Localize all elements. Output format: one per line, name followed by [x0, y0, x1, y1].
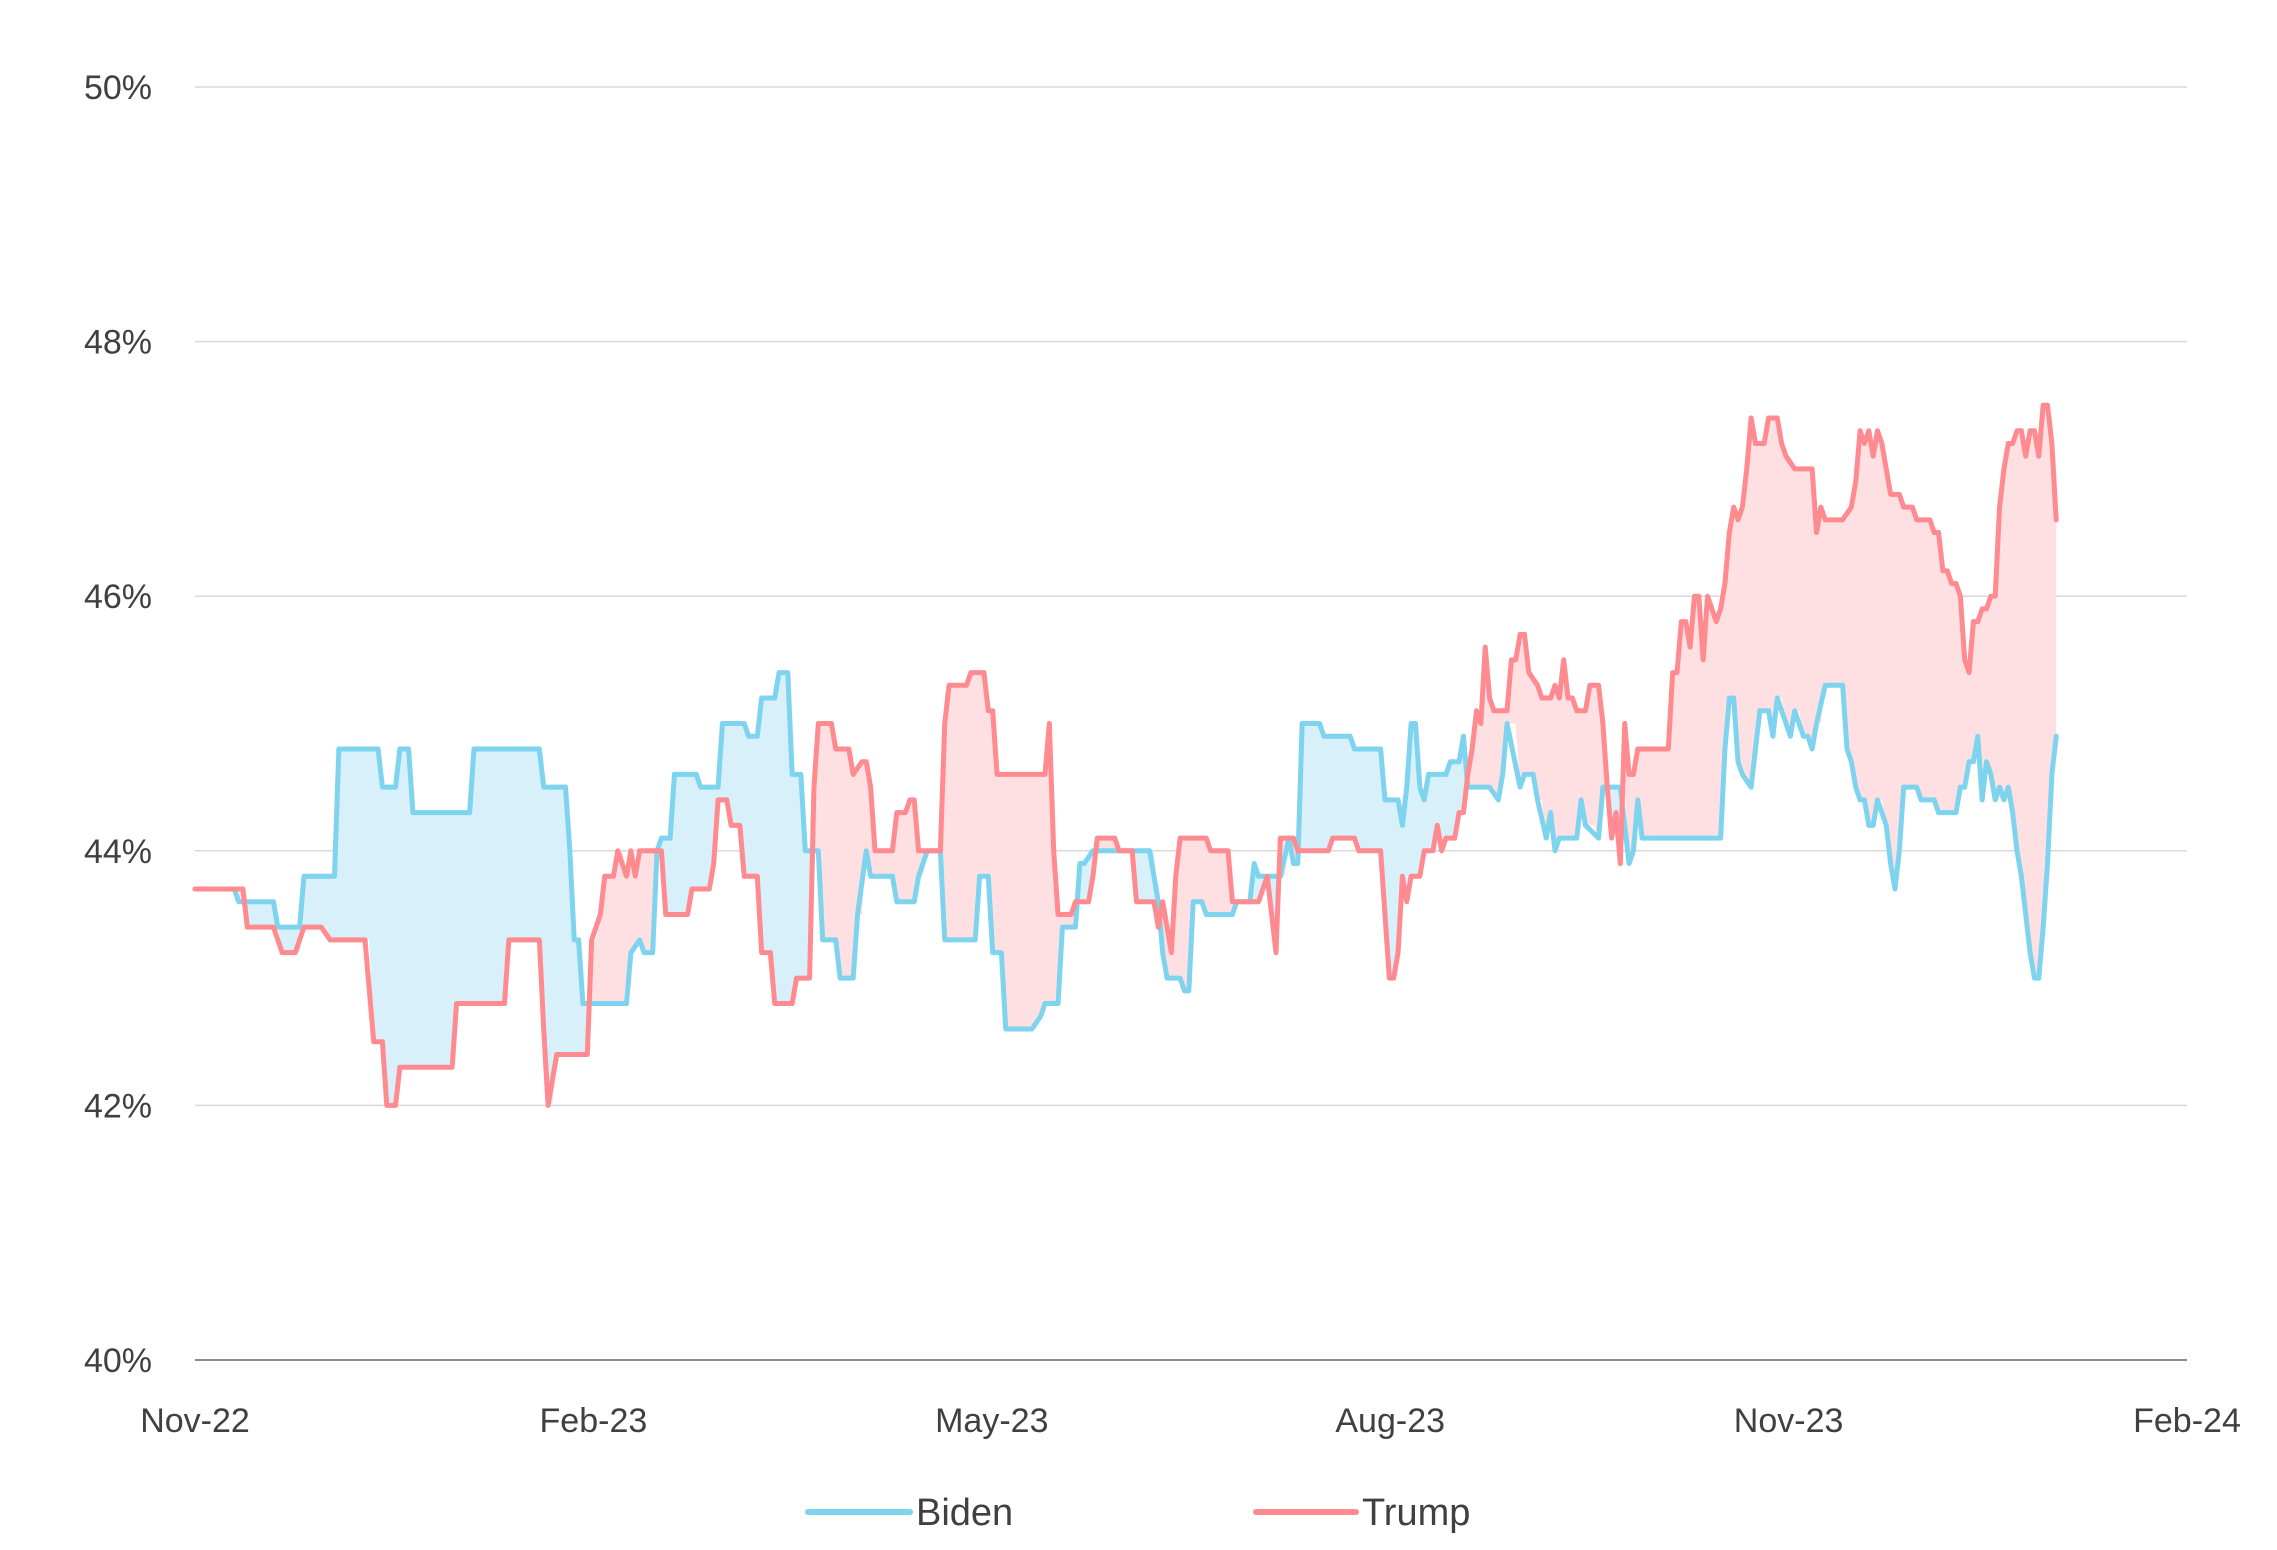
trump-line: [192, 402, 2059, 1108]
trump-lead-area: [1624, 405, 2057, 979]
y-tick-label: 46%: [84, 578, 152, 616]
series-lines: [192, 402, 2059, 1108]
legend-label: Trump: [1362, 1492, 1470, 1534]
x-tick-label: Feb-23: [540, 1402, 648, 1440]
y-tick-label: 50%: [84, 69, 152, 107]
x-tick-label: May-23: [935, 1402, 1048, 1440]
trump-lead-area: [813, 672, 1080, 1030]
y-tick-label: 48%: [84, 324, 152, 362]
biden-line: [192, 670, 2059, 1032]
x-tick-label: Nov-23: [1734, 1402, 1844, 1440]
x-tick-label: Aug-23: [1335, 1402, 1445, 1440]
legend-label: Biden: [916, 1492, 1013, 1534]
y-tick-label: 44%: [84, 833, 152, 871]
y-tick-label: 40%: [84, 1342, 152, 1380]
trump-lead-area: [238, 888, 248, 928]
x-tick-label: Nov-22: [140, 1402, 250, 1440]
x-tick-label: Feb-24: [2133, 1402, 2241, 1440]
difference-fill: [238, 405, 2057, 1106]
axes: 40% 42% 44% 46% 48% 50% Nov-22 Feb-23 May-23 Aug-…: [84, 69, 2241, 1440]
y-tick-label: 42%: [84, 1087, 152, 1125]
trump-lead-area: [591, 838, 662, 1004]
trump-lead-area: [1467, 634, 1612, 851]
biden-lead-area: [247, 748, 592, 1106]
legend: Biden Trump: [805, 1492, 1470, 1534]
biden-lead-area: [661, 672, 814, 1004]
